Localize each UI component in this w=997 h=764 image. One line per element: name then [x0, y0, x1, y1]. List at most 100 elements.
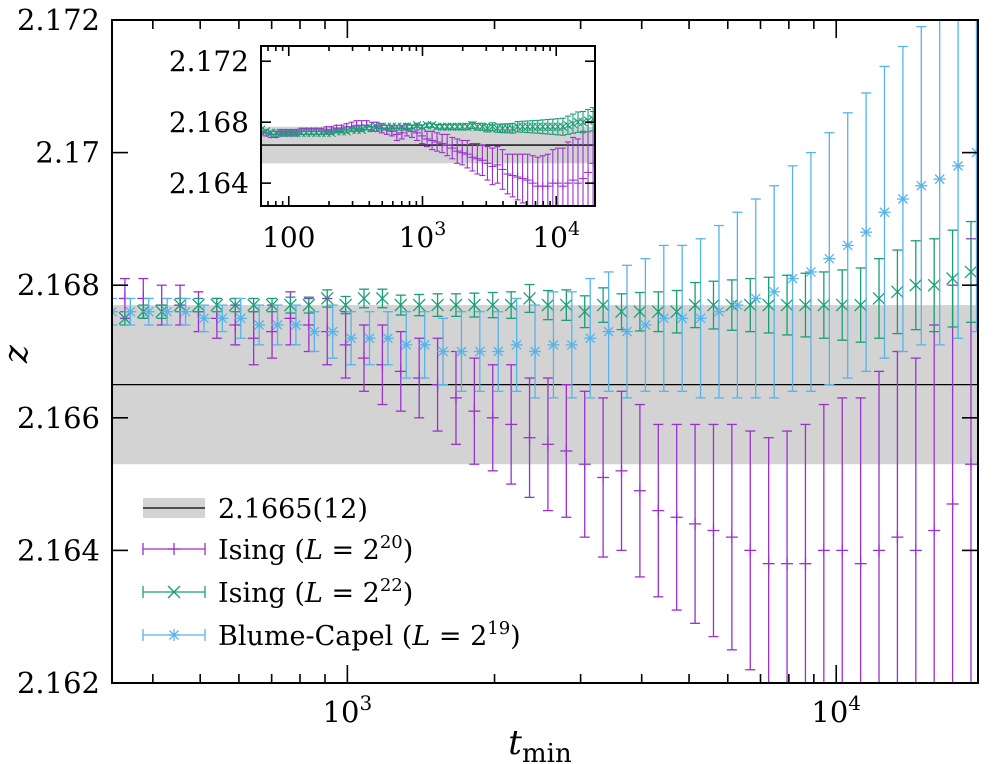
- y-tick-label: 2.166: [17, 401, 100, 435]
- data-point: [854, 557, 867, 570]
- data-point: [762, 298, 776, 312]
- data-point: [707, 298, 720, 312]
- data-point: [357, 292, 371, 305]
- main-series-group: [112, 20, 995, 683]
- data-point: [890, 285, 904, 299]
- data-point: [428, 136, 437, 145]
- data-point: [596, 298, 610, 312]
- data-point: [513, 173, 522, 182]
- data-point: [438, 139, 447, 148]
- data-point: [210, 298, 224, 312]
- data-point: [731, 299, 744, 312]
- data-point: [118, 311, 132, 325]
- data-point: [488, 162, 497, 171]
- data-point: [583, 116, 593, 126]
- data-point: [725, 531, 738, 544]
- inset-x-tick-label: 104: [532, 218, 580, 254]
- data-point: [599, 152, 607, 160]
- data-point: [780, 298, 794, 312]
- legend-marker: [168, 629, 180, 641]
- data-point: [707, 524, 720, 537]
- x-tick-labels: 103 104: [323, 691, 861, 729]
- data-point: [492, 345, 505, 358]
- data-point: [553, 179, 562, 188]
- data-point: [694, 312, 707, 325]
- data-point: [216, 312, 229, 325]
- legend-marker: [168, 543, 180, 555]
- data-point: [302, 298, 316, 312]
- data-point: [873, 544, 886, 557]
- data-point: [541, 298, 555, 312]
- x-axis-label: tmin: [508, 723, 572, 764]
- series-0: [261, 110, 607, 206]
- data-point: [375, 292, 389, 305]
- series-1: [261, 107, 595, 138]
- data-point: [505, 418, 518, 431]
- data-point: [247, 332, 260, 345]
- series-0: [118, 238, 995, 683]
- data-point: [633, 484, 646, 497]
- data-point: [308, 325, 321, 338]
- data-point: [781, 557, 794, 570]
- data-point: [817, 298, 831, 312]
- data-point: [486, 411, 499, 424]
- data-point: [928, 524, 941, 537]
- data-point: [418, 338, 431, 351]
- data-point: [964, 458, 977, 471]
- inset-y-tick-label: 2.172: [169, 45, 249, 78]
- data-point: [559, 298, 573, 312]
- inset-x-tick-labels: 100 103 104: [262, 218, 580, 254]
- data-point: [633, 305, 647, 319]
- data-point: [358, 352, 371, 365]
- data-point: [689, 517, 702, 530]
- data-point: [498, 165, 507, 174]
- data-point: [443, 141, 452, 150]
- data-point: [253, 318, 266, 331]
- y-tick-label: 2.17: [35, 136, 100, 170]
- data-point: [823, 252, 836, 265]
- data-point: [449, 298, 463, 312]
- data-point: [431, 298, 445, 312]
- data-point: [173, 298, 187, 312]
- y-tick-label: 2.162: [17, 666, 100, 700]
- data-point: [652, 504, 665, 517]
- data-point: [448, 144, 457, 153]
- data-point: [878, 206, 891, 219]
- legend-entry-0: Ising (L = 220): [142, 532, 413, 566]
- data-point: [523, 431, 536, 444]
- data-point: [558, 182, 567, 191]
- data-point: [161, 305, 174, 318]
- data-point: [983, 445, 995, 457]
- data-point: [529, 345, 542, 358]
- data-point: [651, 305, 665, 319]
- data-point: [265, 298, 279, 312]
- data-point: [302, 318, 315, 331]
- data-point: [688, 298, 702, 312]
- data-point: [909, 278, 923, 292]
- data-point: [412, 298, 426, 312]
- legend-entry-2: Blume-Capel (L = 219): [142, 618, 521, 652]
- legend: 2.1665(12) Ising (L = 220) Ising (L = 222…: [142, 494, 521, 652]
- data-point: [528, 179, 537, 188]
- data-point: [712, 305, 725, 318]
- inset-frame: [260, 45, 596, 207]
- data-point: [578, 117, 588, 127]
- data-point: [271, 318, 284, 331]
- data-point: [247, 298, 261, 312]
- inset-series-group: [261, 107, 607, 206]
- data-point: [563, 179, 572, 188]
- data-point: [615, 305, 628, 319]
- data-point: [468, 405, 481, 418]
- data-point: [339, 338, 352, 351]
- data-point: [463, 150, 472, 159]
- data-point: [744, 544, 757, 557]
- data-point: [541, 438, 554, 451]
- data-point: [560, 444, 573, 457]
- legend-marker: [167, 585, 181, 599]
- data-point: [621, 325, 634, 338]
- series-2: [112, 20, 978, 399]
- data-point: [615, 464, 628, 477]
- data-point: [676, 312, 689, 325]
- data-point: [565, 338, 578, 351]
